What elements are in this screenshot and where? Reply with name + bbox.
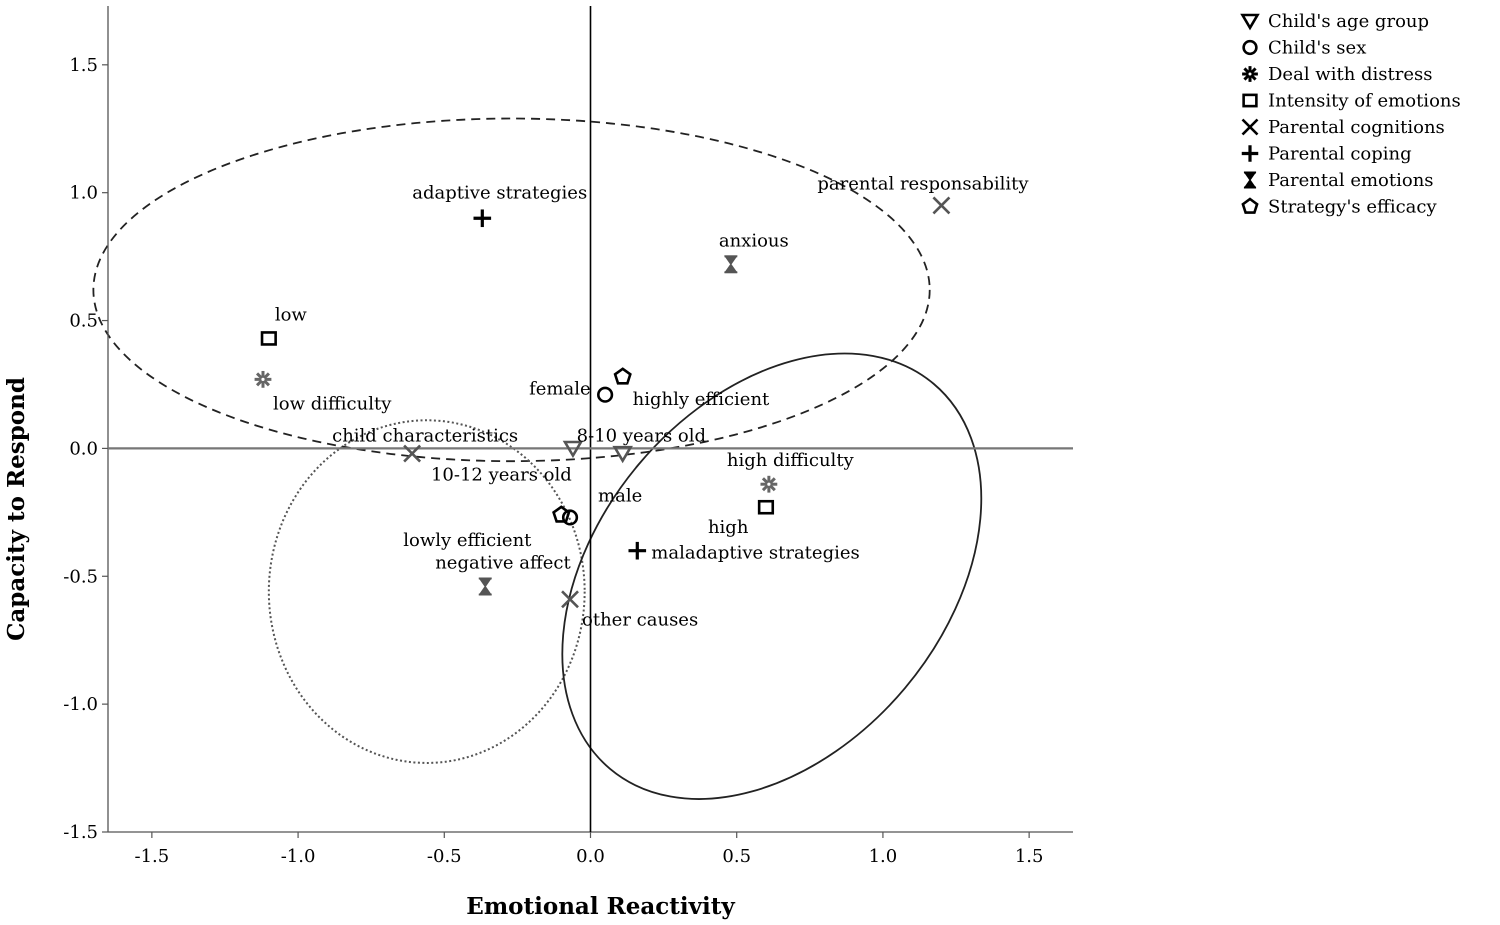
point-label: anxious xyxy=(719,230,789,251)
legend-entry: Parental emotions xyxy=(1243,170,1434,191)
x-marker-stroke xyxy=(561,590,579,609)
point-label: high difficulty xyxy=(727,450,855,471)
legend-label: Parental coping xyxy=(1268,144,1412,165)
legend-label: Deal with distress xyxy=(1268,64,1433,85)
pentagon-marker xyxy=(552,505,571,523)
data-point xyxy=(552,505,571,523)
point-label: 10-12 years old xyxy=(431,464,572,485)
point-label: low difficulty xyxy=(273,393,392,414)
x-marker-stroke xyxy=(403,444,422,463)
legend-label: Child's age group xyxy=(1268,11,1429,32)
data-point xyxy=(757,499,775,515)
point-label: 8-10 years old xyxy=(577,426,706,447)
ellipses-layer xyxy=(92,117,983,800)
sunburst-marker-hole xyxy=(767,482,771,486)
legend-label: Parental cognitions xyxy=(1268,117,1445,138)
legend-entry: Parental cognitions xyxy=(1241,117,1445,138)
axes-layer: -1.5 -1.0 -0.5 0.0 0.5 1.0 1.5 -1.5 -1.0 -0.5 0.0 0… xyxy=(63,6,1073,867)
legend-entry: Deal with distress xyxy=(1242,64,1433,85)
point-label: other causes xyxy=(582,609,698,630)
legend-entry: Child's sex xyxy=(1242,38,1366,59)
hourglass-marker xyxy=(478,577,492,596)
y-axis-title: Capacity to Respond xyxy=(3,377,30,641)
legend-label: Intensity of emotions xyxy=(1268,91,1461,112)
data-point xyxy=(403,444,422,463)
hourglass-marker xyxy=(724,255,738,273)
data-point xyxy=(562,440,584,459)
x-tick-label: 1.0 xyxy=(869,846,898,867)
data-point xyxy=(932,196,951,215)
x-axis-title: Emotional Reactivity xyxy=(466,893,735,920)
data-point xyxy=(561,509,579,526)
point-label: highly efficient xyxy=(633,389,770,410)
y-tick-label: 0.5 xyxy=(69,311,98,332)
pentagon-marker xyxy=(613,367,632,385)
point-label: female xyxy=(529,379,591,400)
point-label: low xyxy=(275,304,308,325)
point-label: maladaptive strategies xyxy=(651,543,859,564)
y-tick-label: -0.5 xyxy=(63,566,98,587)
legend-entry: Child's age group xyxy=(1240,11,1429,32)
pentagon-marker xyxy=(1241,197,1259,214)
legend-label: Child's sex xyxy=(1268,38,1366,59)
point-label: adaptive strategies xyxy=(412,182,587,203)
point-label: male xyxy=(598,485,642,506)
legend-entry: Parental coping xyxy=(1241,144,1412,165)
data-point xyxy=(628,541,647,560)
x-tick-label: 0.5 xyxy=(722,846,751,867)
circle-marker xyxy=(561,509,579,526)
x-tick-label: -1.5 xyxy=(135,846,170,867)
square-marker xyxy=(1242,93,1258,108)
y-tick-label: 1.0 xyxy=(69,183,98,204)
x-marker-stroke xyxy=(932,196,951,215)
legend-label: Parental emotions xyxy=(1268,170,1434,191)
legend: Child's age group Child's sex Deal with di… xyxy=(1240,11,1461,218)
legend-entry: Strategy's efficacy xyxy=(1241,197,1437,218)
data-point xyxy=(760,475,778,493)
data-point xyxy=(260,331,277,346)
legend-entry: Intensity of emotions xyxy=(1242,91,1461,112)
hourglass-marker xyxy=(1243,171,1257,189)
data-point xyxy=(597,386,614,403)
y-tick-label: -1.0 xyxy=(63,694,98,715)
x-tick-label: -1.0 xyxy=(281,846,316,867)
x-marker-stroke xyxy=(1241,118,1259,136)
point-label: child characteristics xyxy=(332,426,518,447)
y-tick-label: -1.5 xyxy=(63,822,98,843)
circle-marker xyxy=(1242,39,1258,56)
dotted-ellipse xyxy=(267,419,586,764)
y-tick-label: 0.0 xyxy=(69,438,98,459)
triangle-marker xyxy=(562,440,584,459)
legend-label: Strategy's efficacy xyxy=(1268,197,1437,218)
circle-marker xyxy=(597,386,614,403)
sunburst-marker-hole xyxy=(261,377,265,381)
data-point xyxy=(254,370,272,388)
triangle-marker xyxy=(612,445,633,464)
point-label: parental responsability xyxy=(817,173,1029,194)
point-label: high xyxy=(708,517,749,538)
data-point xyxy=(613,367,632,385)
solid-ellipse xyxy=(561,352,983,800)
square-marker xyxy=(260,331,277,346)
point-label: lowly efficient xyxy=(403,530,532,551)
data-point xyxy=(561,590,579,609)
data-point xyxy=(473,209,492,228)
x-tick-label: 1.5 xyxy=(1015,846,1044,867)
x-tick-label: 0.0 xyxy=(576,846,605,867)
points-layer xyxy=(254,196,951,609)
x-tick-label: -0.5 xyxy=(427,846,462,867)
sunburst-marker-hole xyxy=(1248,72,1252,76)
dashed-ellipse xyxy=(92,117,931,463)
data-point xyxy=(478,577,492,596)
data-point xyxy=(612,445,633,464)
square-marker xyxy=(757,499,775,515)
data-point xyxy=(724,255,738,274)
point-label: negative affect xyxy=(435,553,571,574)
triangle-marker xyxy=(1240,13,1260,31)
y-tick-label: 1.5 xyxy=(69,55,98,76)
